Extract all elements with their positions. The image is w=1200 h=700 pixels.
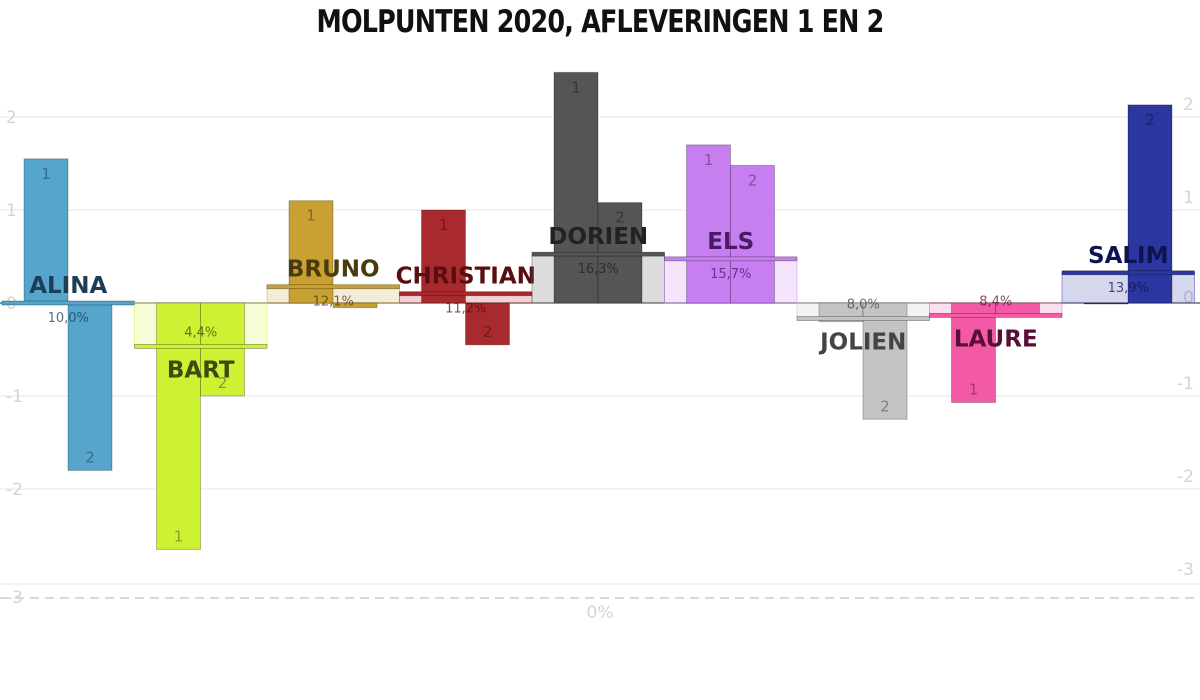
percentage-label: 8,0% xyxy=(847,298,880,313)
y-tick-label-right: -1 xyxy=(1177,374,1194,394)
episode-bar xyxy=(862,302,908,420)
episode-bar xyxy=(553,71,599,304)
episode-bar xyxy=(1083,302,1129,305)
contestant-name: SALIM xyxy=(1088,243,1168,269)
episode-label: 1 xyxy=(439,216,449,234)
episode-label: 2 xyxy=(615,209,625,227)
percentage-line xyxy=(1061,270,1195,276)
episode-bar xyxy=(465,302,510,346)
percentage-line xyxy=(266,284,400,290)
y-tick-label-right: 0 xyxy=(1183,288,1194,308)
percentage-line xyxy=(531,251,665,257)
episode-label: 1 xyxy=(41,165,51,183)
episode-label: 2 xyxy=(1145,111,1155,129)
y-tick-label-right: 2 xyxy=(1183,95,1194,115)
percentage-line xyxy=(796,316,930,321)
episode-label: 1 xyxy=(571,78,581,96)
y-tick-label-left: -2 xyxy=(6,480,23,500)
contestant-name: ALINA xyxy=(29,273,107,299)
contestant-name: LAURE xyxy=(954,326,1038,352)
percentage-label: 15,7% xyxy=(710,267,751,282)
percentage-line xyxy=(399,291,533,297)
contestant-name: CHRISTIAN xyxy=(396,264,536,290)
episode-bar xyxy=(332,302,378,309)
contestant-name: ELS xyxy=(707,229,754,255)
contestant-name: BRUNO xyxy=(287,257,380,283)
percentage-line xyxy=(929,312,1063,318)
contestant-name: BART xyxy=(167,357,235,383)
episode-label: 2 xyxy=(218,374,228,392)
y-tick-label-right: 1 xyxy=(1183,188,1194,208)
episode-label: 1 xyxy=(174,527,184,545)
episode-bar xyxy=(67,302,113,471)
episode-bar xyxy=(951,302,996,404)
episode-bar xyxy=(1127,104,1173,304)
percentage-label: 10,0% xyxy=(48,311,89,326)
episode-label: 1 xyxy=(969,381,979,399)
y-tick-label-left: -3 xyxy=(6,588,23,608)
baseline-label: 0% xyxy=(587,603,614,623)
y-tick-label-right: -2 xyxy=(1177,467,1194,487)
percentage-line xyxy=(1,300,135,306)
episode-bar xyxy=(23,158,69,304)
episode-label: 2 xyxy=(748,171,758,189)
percentage-label: 4,4% xyxy=(184,325,217,340)
percentage-label: 16,3% xyxy=(578,262,619,277)
episode-label: 1 xyxy=(306,207,316,225)
contestant-name: JOLIEN xyxy=(818,330,906,356)
episode-label: 2 xyxy=(880,397,890,415)
y-tick-label-left: -1 xyxy=(6,387,23,407)
chart-title: MOLPUNTEN 2020, AFLEVERINGEN 1 EN 2 xyxy=(316,4,884,40)
y-tick-label-left: 1 xyxy=(6,201,17,221)
percentage-line xyxy=(134,343,268,349)
episode-label: 1 xyxy=(704,151,714,169)
percentage-label: 11,2% xyxy=(445,302,486,317)
episode-bar xyxy=(421,209,466,304)
episode-bar xyxy=(156,302,201,550)
y-tick-label-left: 2 xyxy=(6,108,17,128)
episode-label: 2 xyxy=(85,448,95,466)
episode-bar xyxy=(200,302,245,397)
contestant-name: DORIEN xyxy=(548,224,648,250)
episode-bar xyxy=(686,144,731,304)
episode-label: 2 xyxy=(483,323,493,341)
percentage-label: 8,4% xyxy=(979,294,1012,309)
episode-bar xyxy=(730,164,775,304)
percentage-label: 13,9% xyxy=(1108,281,1149,296)
percentage-line xyxy=(664,256,798,262)
percentage-label: 12,1% xyxy=(313,295,354,310)
y-tick-label-right: -3 xyxy=(1177,560,1194,580)
